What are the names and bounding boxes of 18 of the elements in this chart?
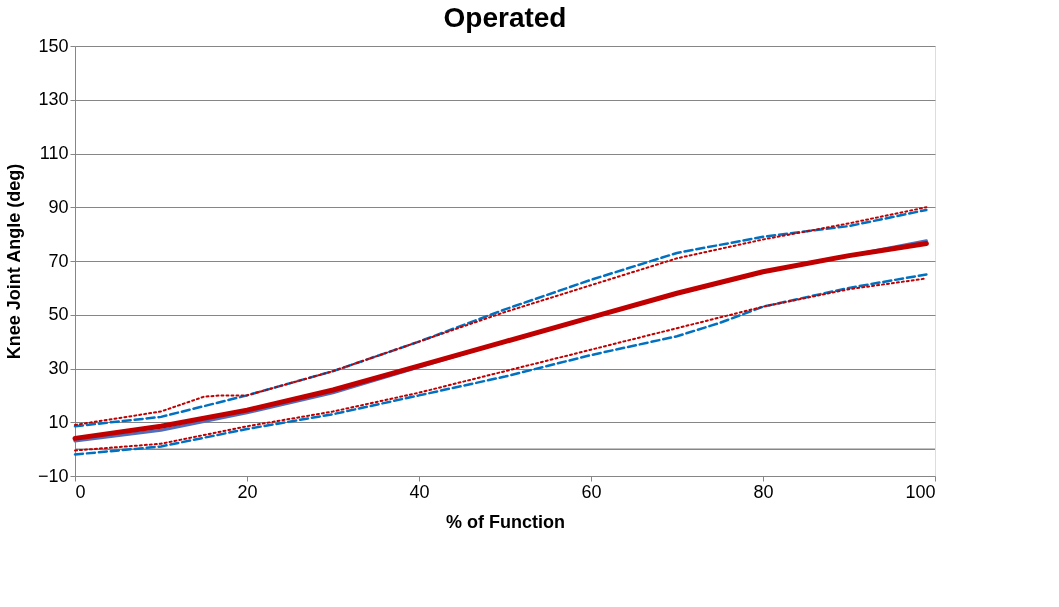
x-tick-label: 40 [409, 481, 430, 502]
y-tick-label: 70 [48, 250, 69, 271]
y-tick-label: 50 [48, 304, 69, 325]
y-tick-label: 130 [38, 89, 69, 110]
y-tick-label: 10 [48, 411, 69, 432]
x-tick-label: 80 [753, 481, 774, 502]
x-tick-label: 20 [237, 481, 258, 502]
y-tick-label: 90 [48, 196, 69, 217]
y-axis-title: Knee Joint Angle (deg) [3, 163, 24, 360]
x-axis-title: % of Function [446, 511, 565, 532]
y-tick-label: −10 [37, 465, 69, 486]
y-tick-label: 110 [39, 143, 69, 163]
x-tick-label: 0 [75, 481, 86, 502]
x-tick-label: 60 [581, 481, 602, 502]
chart-title: Operated [443, 2, 567, 33]
y-tick-label: 30 [48, 358, 69, 378]
y-tick-label: 150 [38, 35, 69, 56]
x-tick-label: 100 [905, 481, 936, 502]
